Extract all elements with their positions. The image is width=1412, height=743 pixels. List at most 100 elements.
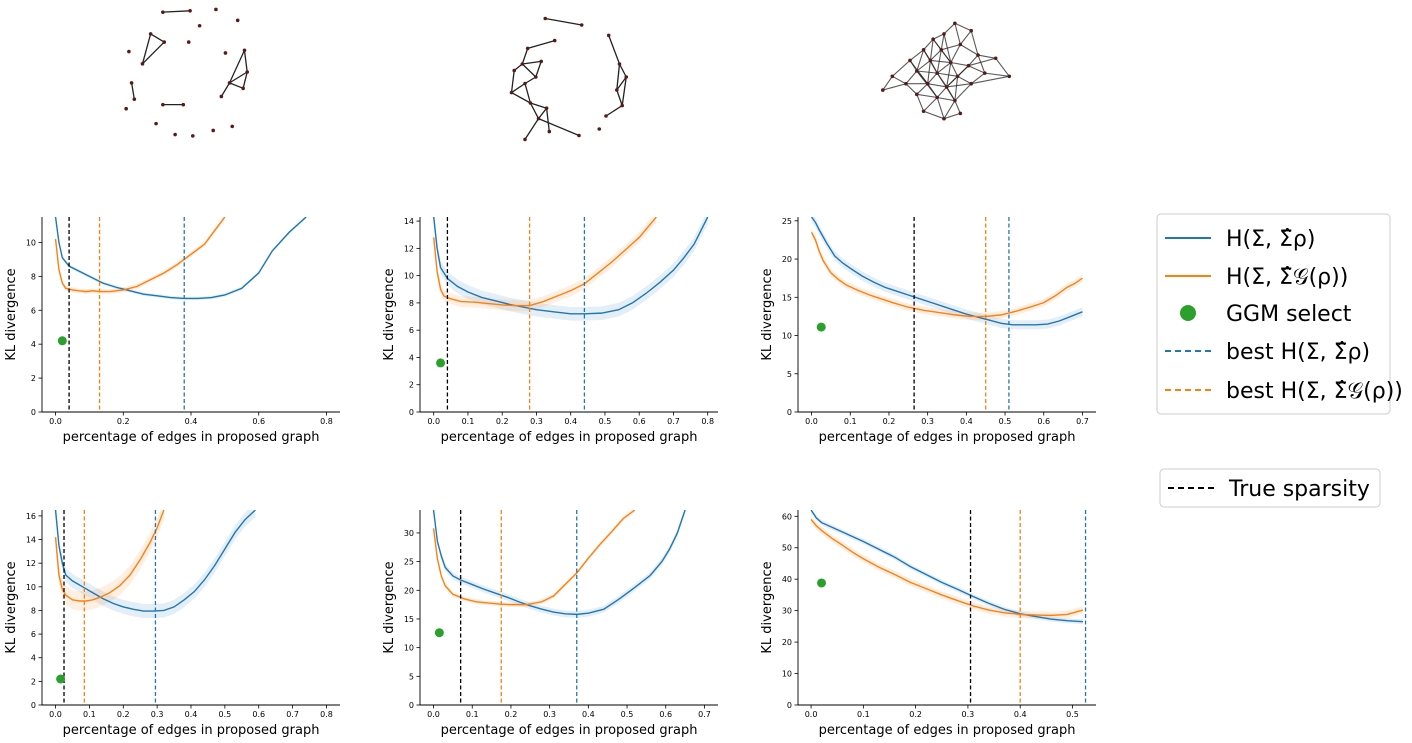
y-axis-label: KL divergence bbox=[760, 268, 775, 360]
chart-2: 0.0 0.1 0.2 0.3 0.4 0.5 0.6 0.7 0.8 0 2 4 6 8 10 12 14 pe… bbox=[382, 217, 718, 445]
graph-edge bbox=[943, 112, 961, 120]
y-tick-label: 10 bbox=[26, 238, 36, 247]
graph-node bbox=[931, 37, 935, 41]
graph-node bbox=[935, 95, 939, 100]
x-tick-label: 0.2 bbox=[909, 710, 922, 719]
y-tick-label: 30 bbox=[782, 607, 792, 616]
graph-edge bbox=[891, 59, 911, 77]
graph-node bbox=[958, 111, 963, 116]
graph-node bbox=[140, 62, 145, 66]
graph-dense bbox=[881, 21, 1012, 121]
x-tick-label: 0.6 bbox=[1037, 417, 1050, 426]
graph-node bbox=[186, 40, 191, 44]
graph-edge bbox=[524, 118, 540, 140]
x-tick-label: 0.3 bbox=[530, 417, 543, 426]
plot-area bbox=[54, 217, 307, 412]
graph-node bbox=[223, 51, 228, 55]
y-tick-label: 25 bbox=[782, 217, 792, 226]
graph-edge bbox=[954, 83, 972, 102]
plot-area bbox=[810, 510, 1087, 705]
graph-node bbox=[904, 81, 908, 86]
graph-edge bbox=[923, 110, 945, 120]
legend-true-sparsity: True sparsity bbox=[1159, 468, 1381, 508]
graph-edge bbox=[229, 82, 244, 89]
chart-6: 0.0 0.1 0.2 0.3 0.4 0.5 0 10 20 30 40 50 60 percentag… bbox=[760, 510, 1096, 738]
legend-label: True sparsity bbox=[1228, 477, 1370, 502]
graph-edge bbox=[511, 92, 531, 104]
y-tick-label: 8 bbox=[31, 272, 36, 281]
x-tick-label: 0.0 bbox=[49, 417, 62, 426]
graph-edge bbox=[943, 22, 956, 35]
y-tick-label: 6 bbox=[31, 630, 36, 639]
series-line-blue bbox=[54, 510, 256, 612]
graph-node bbox=[154, 121, 158, 126]
graph-edge bbox=[960, 44, 979, 56]
x-axis-label: percentage of edges in proposed graph bbox=[819, 723, 1076, 738]
plot-area bbox=[433, 217, 709, 412]
graph-node bbox=[161, 102, 165, 107]
graph-edge bbox=[228, 49, 246, 84]
y-tick-label: 5 bbox=[787, 370, 792, 379]
graph-edge bbox=[970, 72, 986, 85]
graph-node bbox=[543, 16, 548, 21]
chart-3: 0.0 0.1 0.2 0.3 0.4 0.5 0.6 0.7 0 5 10 15 20 25 percen… bbox=[760, 217, 1096, 445]
graph-node bbox=[939, 48, 944, 52]
x-tick-label: 0.5 bbox=[599, 417, 612, 426]
y-axis-label: KL divergence bbox=[4, 561, 19, 653]
y-tick-label: 50 bbox=[782, 544, 792, 553]
x-tick-label: 0.6 bbox=[633, 417, 646, 426]
legend-label: best H(Σ, Σ̂ρ) bbox=[1226, 340, 1370, 365]
graph-node bbox=[577, 133, 581, 138]
graph-edge bbox=[968, 57, 996, 67]
graph-node bbox=[127, 49, 131, 54]
y-tick-label: 16 bbox=[26, 512, 36, 521]
y-axis-label: KL divergence bbox=[4, 268, 19, 360]
x-tick-label: 0.4 bbox=[1014, 710, 1027, 719]
graph-edge bbox=[950, 62, 959, 77]
graph-edge bbox=[524, 76, 537, 85]
graph-node bbox=[908, 58, 912, 63]
graph-edge bbox=[927, 60, 931, 84]
graph-node bbox=[181, 102, 186, 107]
x-axis-label: percentage of edges in proposed graph bbox=[441, 430, 698, 445]
graph-edge bbox=[905, 70, 918, 85]
graph-node bbox=[536, 116, 541, 121]
graph-edge bbox=[977, 54, 996, 59]
y-tick-label: 0 bbox=[31, 701, 36, 710]
graph-node bbox=[969, 28, 973, 33]
graph-node bbox=[597, 127, 602, 131]
graph-edge bbox=[905, 83, 918, 95]
y-tick-label: 2 bbox=[31, 677, 36, 686]
legend-dot-swatch bbox=[1180, 305, 1196, 321]
graph-edge bbox=[243, 50, 248, 73]
graph-edge bbox=[971, 75, 1010, 85]
series-band-orange bbox=[811, 228, 1083, 321]
x-tick-label: 0.4 bbox=[582, 710, 595, 719]
graph-edge bbox=[621, 76, 627, 106]
graph-node bbox=[942, 116, 946, 121]
graph-edge bbox=[936, 62, 952, 74]
y-tick-label: 25 bbox=[404, 558, 414, 567]
series-line-blue bbox=[54, 217, 307, 300]
graph-edge bbox=[943, 100, 956, 119]
graph-node bbox=[890, 74, 895, 79]
graph-edge bbox=[950, 44, 961, 63]
y-tick-label: 4 bbox=[31, 340, 36, 349]
graph-edge bbox=[916, 94, 925, 112]
series-band-orange bbox=[811, 515, 1083, 620]
y-tick-label: 10 bbox=[404, 644, 414, 653]
y-axis-label: KL divergence bbox=[382, 561, 397, 653]
x-tick-label: 0.2 bbox=[505, 710, 518, 719]
x-tick-label: 0.4 bbox=[564, 417, 577, 426]
graph-edge bbox=[882, 83, 907, 91]
y-tick-label: 0 bbox=[409, 408, 414, 417]
graph-edge bbox=[941, 43, 961, 51]
graph-node bbox=[188, 9, 192, 13]
graph-edge bbox=[538, 118, 580, 137]
y-tick-label: 14 bbox=[404, 217, 414, 226]
chart-5: 0.0 0.1 0.2 0.3 0.4 0.5 0.6 0.7 0 5 10 15 20 25 30 perc… bbox=[382, 510, 718, 738]
graph-edge bbox=[521, 63, 537, 78]
graph-node bbox=[617, 62, 622, 66]
graph-node bbox=[881, 88, 885, 92]
